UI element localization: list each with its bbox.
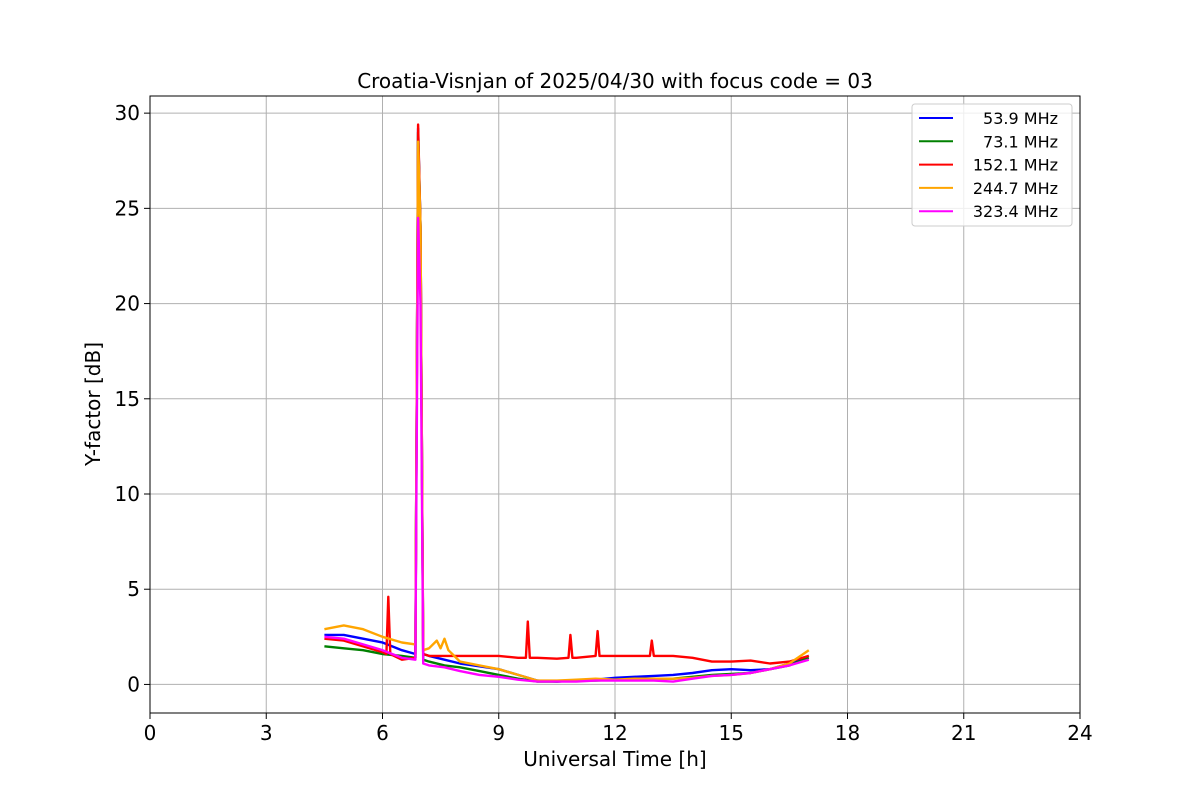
legend-label: 244.7 MHz [973,179,1058,198]
y-tick-label: 10 [115,482,140,506]
legend-label: 73.1 MHz [978,132,1058,151]
y-tick-label: 25 [115,196,140,220]
legend-label: 323.4 MHz [973,202,1058,221]
x-tick-label: 9 [492,721,505,745]
x-tick-label: 24 [1067,721,1092,745]
chart-title: Croatia-Visnjan of 2025/04/30 with focus… [357,69,873,93]
y-tick-label: 15 [115,387,140,411]
x-tick-label: 0 [144,721,157,745]
series-line-2 [324,123,810,665]
legend-label: 152.1 MHz [973,156,1058,175]
x-tick-label: 6 [376,721,389,745]
y-tick-label: 20 [115,292,140,316]
y-tick-label: 30 [115,101,140,125]
x-tick-label: 3 [260,721,273,745]
ticks: 0 3 6 9 12 15 18 21 24 0 5 10 15 20 25 30 [115,101,1093,745]
x-axis-label: Universal Time [h] [523,747,706,771]
y-axis-label: Y-factor [dB] [81,342,105,467]
x-tick-label: 21 [951,721,976,745]
legend-items: 53.9 MHz 73.1 MHz 152.1 MHz 244.7 MHz 323.4… [919,109,1058,221]
series-line-4 [324,216,810,683]
legend-box [911,103,1073,227]
legend-label: 53.9 MHz [978,109,1058,128]
x-tick-label: 12 [602,721,627,745]
series-layer [324,123,810,683]
x-tick-label: 15 [719,721,744,745]
y-tick-label: 5 [127,577,140,601]
y-tick-label: 0 [127,672,140,696]
legend: 53.9 MHz 73.1 MHz 152.1 MHz 244.7 MHz 323.4… [911,103,1073,227]
x-tick-label: 18 [835,721,860,745]
